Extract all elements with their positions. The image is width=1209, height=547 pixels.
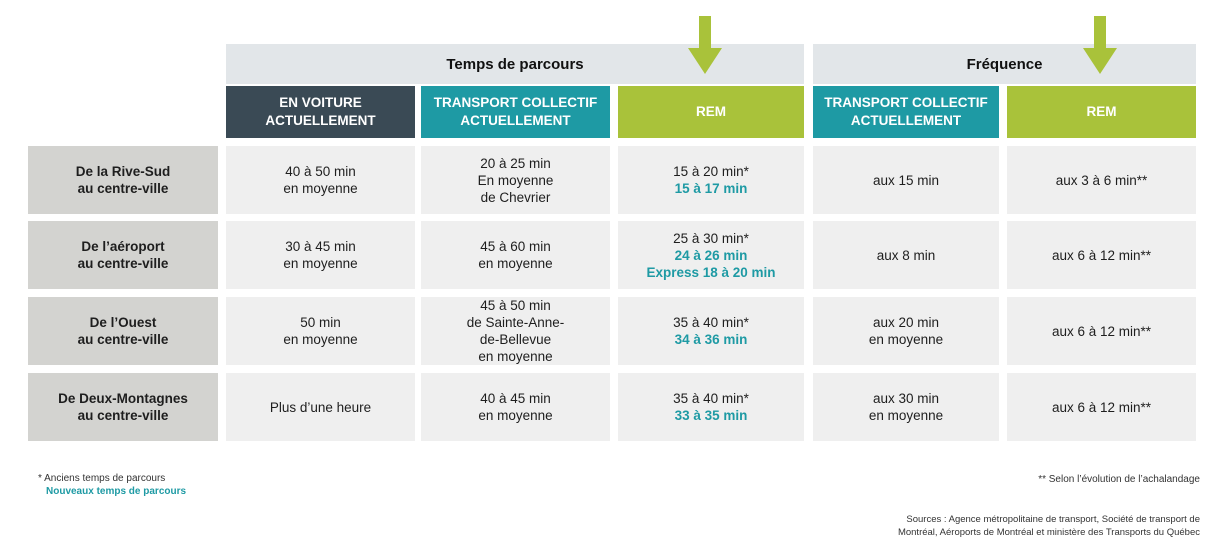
table-cell-transit-frequency: aux 30 min en moyenne: [813, 373, 999, 441]
column-header-car: EN VOITURE ACTUELLEMENT: [226, 86, 415, 138]
cell-value: aux 3 à 6 min**: [1055, 172, 1148, 188]
cell-value: aux 20 min en moyenne: [868, 315, 944, 347]
column-header-transit: TRANSPORT COLLECTIF ACTUELLEMENT: [421, 86, 610, 138]
table-cell-car: 50 min en moyenne: [226, 297, 415, 365]
table-cell-rem-frequency: aux 6 à 12 min**: [1007, 297, 1196, 365]
footnote-ridership-text: ** Selon l’évolution de l’achalandage: [1038, 474, 1200, 485]
cell-value-new: 33 à 35 min: [674, 408, 748, 423]
cell-value: 40 à 50 min en moyenne: [283, 164, 358, 196]
down-arrow-icon: [1082, 16, 1118, 74]
cell-value: 45 à 60 min en moyenne: [478, 239, 553, 271]
table-cell-rem: 25 à 30 min* 24 à 26 min Express 18 à 20…: [618, 221, 804, 289]
table-cell-rem: 35 à 40 min* 34 à 36 min: [618, 297, 804, 365]
sources-note-text: Sources : Agence métropolitaine de trans…: [897, 514, 1200, 538]
row-header-rive-sud: De la Rive-Sud au centre-ville: [28, 146, 218, 214]
column-header-label: REM: [1086, 104, 1117, 119]
row-header-label: De l’Ouest au centre-ville: [77, 315, 169, 347]
cell-value-old: 25 à 30 min*: [673, 230, 749, 246]
table-cell-rem: 35 à 40 min* 33 à 35 min: [618, 373, 804, 441]
table-cell-transit: 40 à 45 min en moyenne: [421, 373, 610, 441]
cell-value: 40 à 45 min en moyenne: [478, 391, 553, 423]
cell-value: aux 6 à 12 min**: [1051, 323, 1152, 339]
footnote-new-times-text: Nouveaux temps de parcours: [46, 486, 187, 497]
column-header-label: TRANSPORT COLLECTIF ACTUELLEMENT: [824, 95, 988, 128]
table-cell-car: Plus d’une heure: [226, 373, 415, 441]
row-header-west: De l’Ouest au centre-ville: [28, 297, 218, 365]
table-cell-transit-frequency: aux 8 min: [813, 221, 999, 289]
column-header-transit-frequency: TRANSPORT COLLECTIF ACTUELLEMENT: [813, 86, 999, 138]
table-cell-transit-frequency: aux 15 min: [813, 146, 999, 214]
column-header-label: REM: [696, 104, 726, 119]
table-cell-rem: 15 à 20 min* 15 à 17 min: [618, 146, 804, 214]
group-header-frequency-label: Fréquence: [966, 55, 1043, 73]
cell-value: aux 6 à 12 min**: [1051, 247, 1152, 263]
column-header-label: TRANSPORT COLLECTIF ACTUELLEMENT: [433, 95, 598, 128]
column-header-rem: REM: [618, 86, 804, 138]
cell-value: aux 6 à 12 min**: [1051, 399, 1152, 415]
footnote-new-times: Nouveaux temps de parcours: [46, 485, 186, 498]
row-header-label: De la Rive-Sud au centre-ville: [75, 164, 171, 196]
cell-value: Plus d’une heure: [269, 399, 372, 415]
cell-value: 30 à 45 min en moyenne: [283, 239, 358, 271]
footnote-ridership: ** Selon l’évolution de l’achalandage: [1038, 473, 1200, 486]
cell-value: aux 30 min en moyenne: [868, 391, 944, 423]
table-cell-car: 30 à 45 min en moyenne: [226, 221, 415, 289]
table-cell-transit: 20 à 25 min En moyenne de Chevrier: [421, 146, 610, 214]
footnote-old-times-text: * Anciens temps de parcours: [38, 473, 166, 484]
row-header-label: De l’aéroport au centre-ville: [77, 239, 169, 271]
row-header-label: De Deux-Montagnes au centre-ville: [58, 391, 188, 423]
table-cell-rem-frequency: aux 3 à 6 min**: [1007, 146, 1196, 214]
cell-value: aux 15 min: [872, 172, 940, 188]
column-header-rem-frequency: REM: [1007, 86, 1196, 138]
down-arrow-icon: [687, 16, 723, 74]
row-header-deux-montagnes: De Deux-Montagnes au centre-ville: [28, 373, 218, 441]
sources-note: Sources : Agence métropolitaine de trans…: [800, 500, 1200, 539]
cell-value-old: 35 à 40 min*: [673, 391, 749, 406]
row-header-airport: De l’aéroport au centre-ville: [28, 221, 218, 289]
table-cell-car: 40 à 50 min en moyenne: [226, 146, 415, 214]
group-header-frequency: Fréquence: [813, 44, 1196, 84]
table-cell-transit: 45 à 60 min en moyenne: [421, 221, 610, 289]
group-header-travel-time-label: Temps de parcours: [446, 55, 584, 73]
cell-value: 50 min en moyenne: [283, 315, 358, 347]
table-cell-rem-frequency: aux 6 à 12 min**: [1007, 221, 1196, 289]
table-cell-rem-frequency: aux 6 à 12 min**: [1007, 373, 1196, 441]
cell-value: aux 8 min: [876, 247, 936, 263]
cell-value-new: 15 à 17 min: [674, 181, 748, 196]
column-header-label: EN VOITURE ACTUELLEMENT: [265, 95, 376, 128]
cell-value-new: 24 à 26 min Express 18 à 20 min: [646, 247, 776, 280]
table-cell-transit: 45 à 50 min de Sainte-Anne- de-Bellevue …: [421, 297, 610, 365]
cell-value-old: 35 à 40 min*: [673, 315, 749, 330]
cell-value: 20 à 25 min En moyenne de Chevrier: [477, 155, 554, 205]
table-cell-transit-frequency: aux 20 min en moyenne: [813, 297, 999, 365]
cell-value-old: 15 à 20 min*: [673, 164, 749, 179]
cell-value: 45 à 50 min de Sainte-Anne- de-Bellevue …: [466, 298, 565, 364]
footnote-old-times: * Anciens temps de parcours: [38, 472, 165, 485]
cell-value-new: 34 à 36 min: [674, 332, 748, 347]
